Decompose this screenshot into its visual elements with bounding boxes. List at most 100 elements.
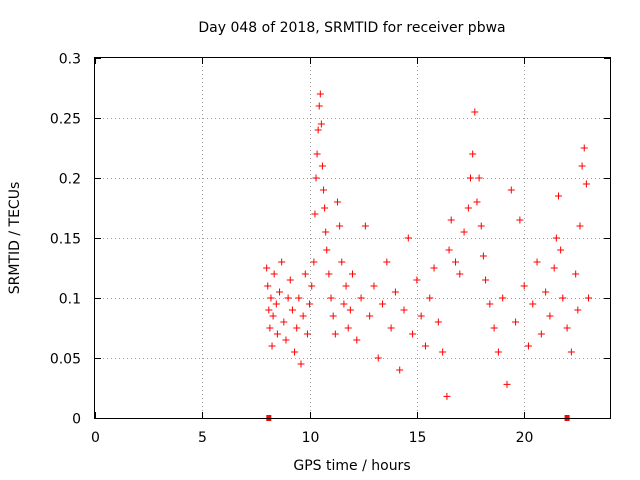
data-point bbox=[278, 258, 286, 266]
data-point bbox=[264, 282, 272, 290]
data-point bbox=[318, 162, 326, 170]
data-point bbox=[322, 228, 330, 236]
data-point bbox=[456, 270, 464, 278]
x-tick-labels: 0 5 10 15 20 bbox=[91, 430, 533, 446]
data-point bbox=[321, 204, 329, 212]
grid-layer bbox=[95, 58, 610, 418]
data-point bbox=[464, 204, 472, 212]
data-point bbox=[312, 174, 320, 182]
data-point bbox=[479, 252, 487, 260]
data-point bbox=[325, 270, 333, 278]
data-point bbox=[434, 318, 442, 326]
x-tick-label: 15 bbox=[409, 430, 427, 446]
data-point bbox=[303, 330, 311, 338]
y-tick-label: 0.1 bbox=[59, 292, 81, 308]
data-point bbox=[533, 258, 541, 266]
data-point bbox=[316, 90, 324, 98]
y-tick-label: 0.2 bbox=[59, 172, 81, 188]
data-point bbox=[344, 324, 352, 332]
data-point bbox=[323, 246, 331, 254]
x-tick-label: 0 bbox=[91, 430, 100, 446]
data-point bbox=[537, 330, 545, 338]
x-axis-label: GPS time / hours bbox=[293, 458, 410, 474]
data-point bbox=[400, 306, 408, 314]
ticks-layer bbox=[95, 58, 610, 419]
data-point bbox=[467, 174, 475, 182]
data-point bbox=[280, 318, 288, 326]
data-point bbox=[445, 246, 453, 254]
data-point bbox=[576, 222, 584, 230]
data-point bbox=[555, 192, 562, 200]
data-point bbox=[387, 324, 395, 332]
data-point bbox=[366, 312, 374, 320]
data-point bbox=[286, 276, 294, 284]
data-point bbox=[447, 216, 455, 224]
data-point bbox=[471, 108, 479, 116]
data-point bbox=[295, 294, 303, 302]
y-tick-label: 0.3 bbox=[59, 52, 81, 68]
data-point bbox=[306, 300, 314, 308]
data-point bbox=[512, 318, 520, 326]
data-point bbox=[336, 222, 344, 230]
data-point bbox=[269, 312, 277, 320]
data-point bbox=[582, 180, 590, 188]
data-point bbox=[572, 270, 580, 278]
data-point bbox=[426, 294, 434, 302]
data-point bbox=[288, 306, 296, 314]
data-point bbox=[396, 366, 404, 374]
data-point bbox=[270, 270, 278, 278]
data-point bbox=[578, 162, 586, 170]
y-tick-label: 0.05 bbox=[50, 352, 81, 368]
data-point bbox=[284, 294, 292, 302]
data-point bbox=[357, 294, 365, 302]
data-point bbox=[327, 294, 335, 302]
data-point bbox=[349, 270, 356, 278]
data-point bbox=[529, 300, 537, 308]
data-point bbox=[265, 306, 273, 314]
data-point bbox=[490, 324, 498, 332]
data-point bbox=[542, 288, 550, 296]
data-point bbox=[313, 150, 321, 158]
data-point bbox=[460, 228, 468, 236]
x-tick-label: 20 bbox=[516, 430, 534, 446]
data-point bbox=[273, 330, 281, 338]
data-point bbox=[310, 258, 318, 266]
data-point bbox=[267, 294, 275, 302]
data-point bbox=[293, 324, 301, 332]
data-point bbox=[297, 360, 305, 368]
data-point bbox=[370, 282, 378, 290]
data-point bbox=[266, 324, 274, 332]
data-point bbox=[567, 348, 575, 356]
data-point bbox=[417, 312, 425, 320]
y-axis-label: SRMTID / TECUs bbox=[7, 182, 23, 295]
data-point bbox=[524, 342, 532, 350]
data-point bbox=[272, 300, 280, 308]
data-point bbox=[574, 306, 582, 314]
y-tick-label: 0.25 bbox=[50, 112, 81, 128]
data-point bbox=[443, 392, 451, 400]
data-point bbox=[268, 342, 276, 350]
data-point bbox=[413, 276, 421, 284]
data-point bbox=[291, 348, 299, 356]
data-point bbox=[552, 234, 560, 242]
data-point bbox=[439, 348, 447, 356]
data-point bbox=[550, 264, 558, 272]
data-point bbox=[404, 234, 412, 242]
chart-title: Day 048 of 2018, SRMTID for receiver pbw… bbox=[198, 20, 505, 36]
data-point bbox=[546, 312, 554, 320]
data-point bbox=[499, 294, 507, 302]
data-point bbox=[469, 150, 477, 158]
y-tick-label: 0.15 bbox=[50, 232, 81, 248]
data-point bbox=[520, 282, 528, 290]
data-point bbox=[320, 186, 328, 194]
data-point bbox=[329, 312, 337, 320]
data-point bbox=[353, 336, 361, 344]
data-point bbox=[379, 300, 387, 308]
data-point bbox=[503, 380, 511, 388]
data-point bbox=[557, 246, 565, 254]
data-point bbox=[338, 258, 346, 266]
y-tick-labels: 0 0.05 0.1 0.15 0.2 0.25 0.3 bbox=[50, 52, 81, 428]
